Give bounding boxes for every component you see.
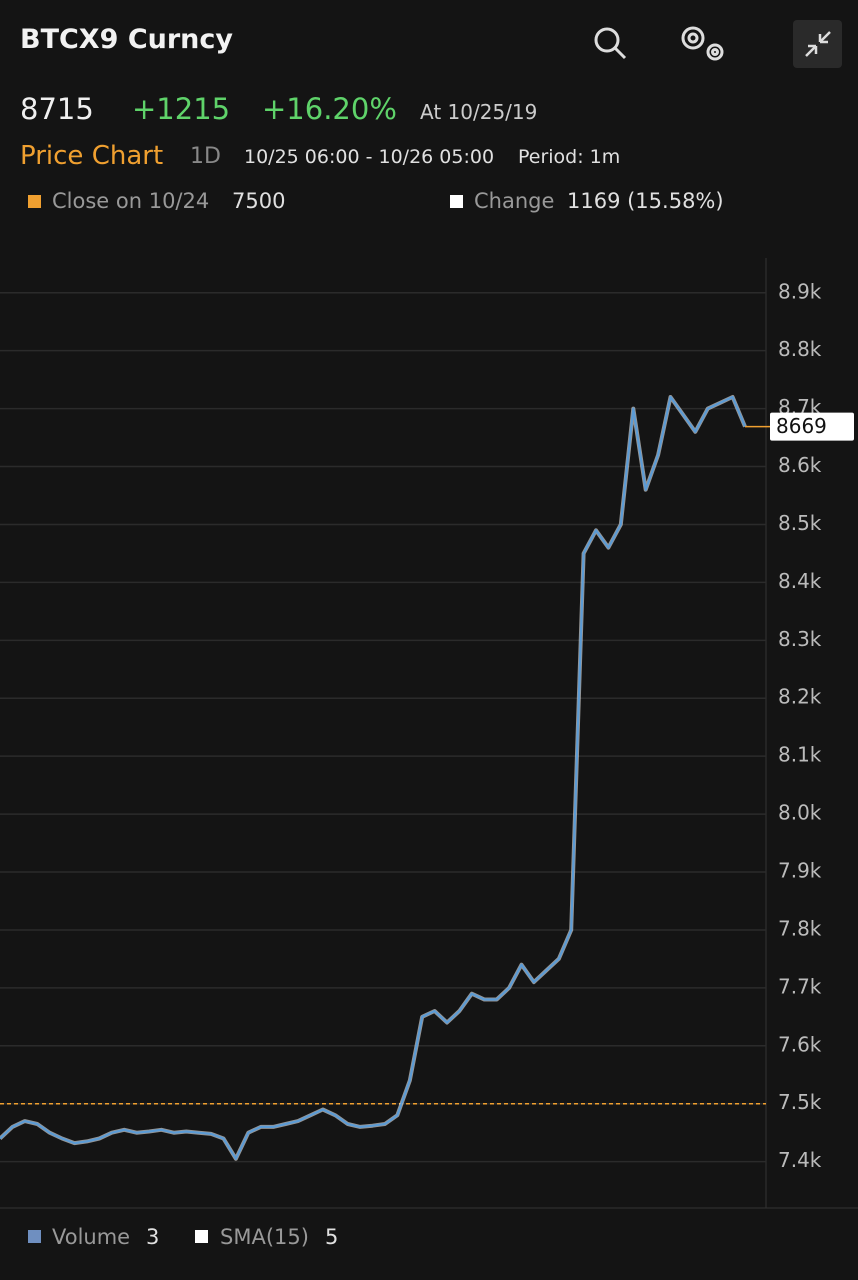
y-tick-label: 8.8k [778, 337, 822, 361]
close-value: 7500 [232, 189, 286, 213]
close-label: Close on 10/24 [52, 189, 210, 213]
y-tick-label: 8.2k [778, 685, 822, 709]
volume-swatch [28, 1230, 41, 1243]
y-tick-label: 7.9k [778, 859, 822, 883]
collapse-button[interactable] [793, 20, 842, 68]
y-tick-label: 8.9k [778, 279, 822, 303]
date: At 10/25/19 [420, 100, 538, 124]
y-tick-label: 7.7k [778, 974, 822, 998]
volume-label: Volume [52, 1225, 131, 1249]
y-tick-label: 8.4k [778, 569, 822, 593]
sma-label: SMA(15) [220, 1225, 309, 1249]
period: Period: 1m [518, 146, 621, 168]
settings-icon[interactable] [681, 26, 724, 61]
y-tick-label: 7.6k [778, 1032, 822, 1056]
y-tick-label: 7.4k [778, 1148, 822, 1172]
change-value: 1169 (15.58%) [567, 189, 724, 213]
search-icon[interactable] [594, 27, 627, 60]
change-pct: +16.20% [262, 92, 397, 126]
y-tick-label: 7.5k [778, 1090, 822, 1114]
y-tick-label: 8.6k [778, 453, 822, 477]
collapse-icon [805, 31, 831, 57]
y-tick-label: 8.3k [778, 627, 822, 651]
window: 10/25 06:00 - 10/26 05:00 [244, 146, 495, 168]
tab[interactable]: Price Chart [20, 141, 164, 171]
last-price-box [770, 412, 854, 441]
range[interactable]: 1D [190, 144, 221, 169]
close-swatch [28, 195, 41, 208]
price-line [0, 395, 747, 1160]
y-tick-label: 7.8k [778, 916, 822, 940]
price: 8715 [20, 92, 94, 126]
sma-value: 5 [325, 1225, 339, 1249]
change-swatch [450, 195, 463, 208]
price-glow [0, 395, 747, 1161]
last-price-label: 8669 [776, 414, 827, 438]
volume-value: 3 [146, 1225, 160, 1249]
sma-swatch [195, 1230, 208, 1243]
y-tick-label: 8.5k [778, 511, 822, 535]
title: BTCX9 Curncy [20, 24, 233, 55]
y-tick-label: 8.0k [778, 801, 822, 825]
y-tick-label: 8.1k [778, 743, 822, 767]
change-label: Change [474, 189, 555, 213]
change: +1215 [132, 92, 231, 126]
